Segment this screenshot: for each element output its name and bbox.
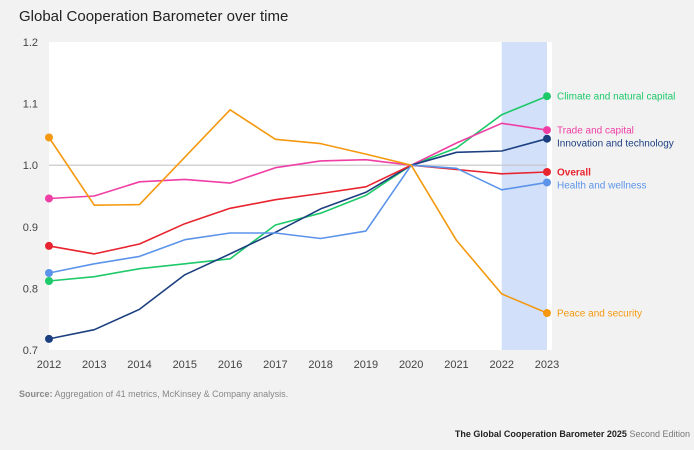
y-tick-label: 0.9 [23,222,38,234]
y-tick-label: 0.7 [23,345,38,357]
y-tick-label: 1.0 [23,160,38,172]
series-line-overall [48,164,548,255]
end-marker-innovation-and-technology [543,134,551,143]
footer-edition: Second Edition [629,429,690,439]
series-line-innovation-and-technology [48,137,548,340]
end-marker-health-and-wellness [543,178,551,187]
x-tick-label: 2019 [354,359,378,371]
footer: The Global Cooperation Barometer 2025 Se… [455,429,690,439]
footer-title: The Global Cooperation Barometer 2025 [454,429,627,439]
x-tick-label: 2016 [218,359,242,371]
series-label-overall: Overall [557,167,591,178]
start-marker-health-and-wellness [45,269,53,277]
y-tick-label: 1.2 [23,37,38,49]
x-tick-label: 2013 [82,359,106,371]
series-label-innovation-and-technology: Innovation and technology [557,139,674,150]
y-tick-label: 0.8 [23,283,38,295]
end-marker-peace-and-security [543,309,551,318]
series-line-climate-and-natural-capital [48,95,548,282]
x-tick-label: 2014 [127,359,151,371]
start-marker-innovation-and-technology [45,334,53,343]
series-line-peace-and-security [48,109,548,314]
end-marker-trade-and-capital [543,126,551,135]
x-tick-label: 2020 [399,359,423,371]
highlight-band [501,42,547,350]
start-marker-overall [45,241,53,250]
x-tick-label: 2021 [444,359,468,371]
start-marker-trade-and-capital [45,194,53,203]
y-tick-label: 1.1 [23,99,38,111]
source-label: Source: [19,389,53,399]
source-text: Aggregation of 41 metrics, McKinsey & Co… [54,389,289,399]
end-marker-overall [543,167,551,176]
series-label-climate-and-natural-capital: Climate and natural capital [557,92,675,103]
start-marker-climate-and-natural-capital [45,277,53,286]
start-marker-peace-and-security [45,133,53,142]
series-line-health-and-wellness [48,164,548,274]
x-tick-label: 2018 [308,359,332,371]
series-label-peace-and-security: Peace and security [557,309,642,320]
source-note: Source: Aggregation of 41 metrics, McKin… [19,389,288,399]
x-tick-label: 2022 [489,359,513,371]
series-label-health-and-wellness: Health and wellness [557,180,647,191]
series-line-trade-and-capital [48,122,548,200]
chart-title: Global Cooperation Barometer over time [19,8,289,25]
x-tick-label: 2015 [173,359,197,371]
x-tick-label: 2012 [37,359,61,371]
series-label-trade-and-capital: Trade and capital [557,126,634,137]
x-tick-label: 2017 [263,359,287,371]
x-tick-label: 2023 [535,359,559,371]
line-chart: 0.7 0.8 0.9 1.0 1.1 1.2 2012 2013 2014 2015 2016 2… [23,37,676,371]
end-marker-climate-and-natural-capital [543,92,551,101]
